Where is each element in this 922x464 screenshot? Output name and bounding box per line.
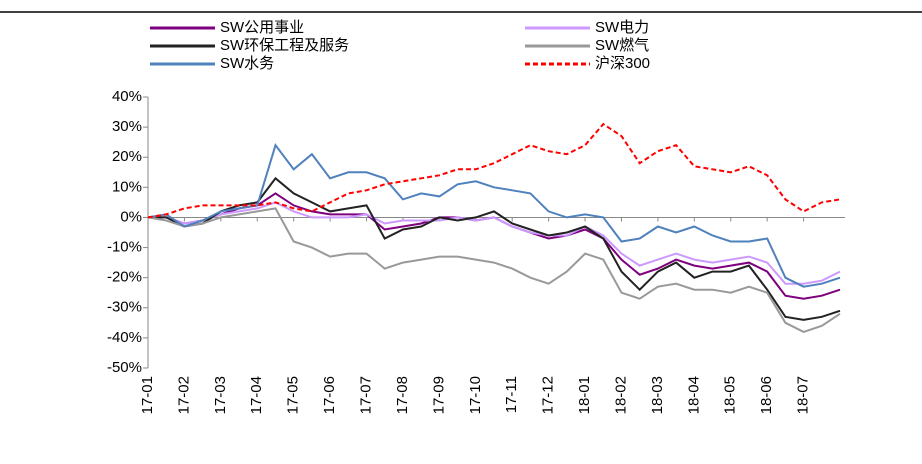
x-tick-label: 17-02 (175, 376, 192, 414)
x-tick-label: 18-05 (722, 376, 739, 414)
legend-label: 沪深300 (595, 55, 650, 72)
y-tick-label: 10% (112, 178, 142, 195)
series-line (148, 176, 841, 321)
series-line (148, 201, 841, 285)
x-tick-label: 18-03 (649, 376, 666, 414)
x-tick-label: 18-04 (685, 376, 702, 414)
y-tick-label: -30% (107, 299, 142, 316)
series-line (147, 122, 841, 219)
legend-label: SW燃气 (595, 36, 649, 54)
series-line (147, 207, 841, 333)
x-tick-label: 18-07 (795, 376, 812, 414)
y-tick-label: -10% (107, 239, 142, 256)
y-tick-label: -40% (107, 329, 142, 346)
x-tick-label: 18-02 (612, 376, 629, 414)
x-tick-label: 17-09 (430, 376, 447, 414)
legend-label: SW水务 (220, 55, 274, 72)
x-tick-label: 17-08 (394, 376, 411, 414)
y-tick-label: 40% (112, 88, 142, 105)
x-tick-label: 18-01 (576, 376, 593, 414)
x-tick-label: 17-11 (503, 376, 520, 413)
legend-label: SW环保工程及服务 (220, 37, 349, 54)
x-tick-label: 18-06 (758, 376, 775, 414)
x-tick-label: 17-07 (357, 376, 374, 414)
y-tick-label: 0% (120, 208, 142, 225)
y-tick-label: 30% (112, 118, 142, 135)
x-tick-label: 17-05 (285, 376, 302, 414)
x-tick-label: 17-04 (248, 376, 265, 414)
y-tick-label: -50% (107, 359, 142, 376)
series-line (147, 143, 841, 288)
legend-label: SW电力 (595, 19, 649, 36)
x-tick-label: 17-03 (212, 376, 229, 414)
x-tick-label: 17-10 (467, 376, 484, 414)
legend-label: SW公用事业 (220, 19, 304, 36)
y-tick-label: -20% (107, 269, 142, 286)
y-tick-label: 20% (112, 148, 142, 165)
x-tick-label: 17-06 (321, 376, 338, 414)
x-tick-label: 17-12 (540, 376, 557, 414)
x-tick-label: 17-01 (139, 376, 156, 414)
